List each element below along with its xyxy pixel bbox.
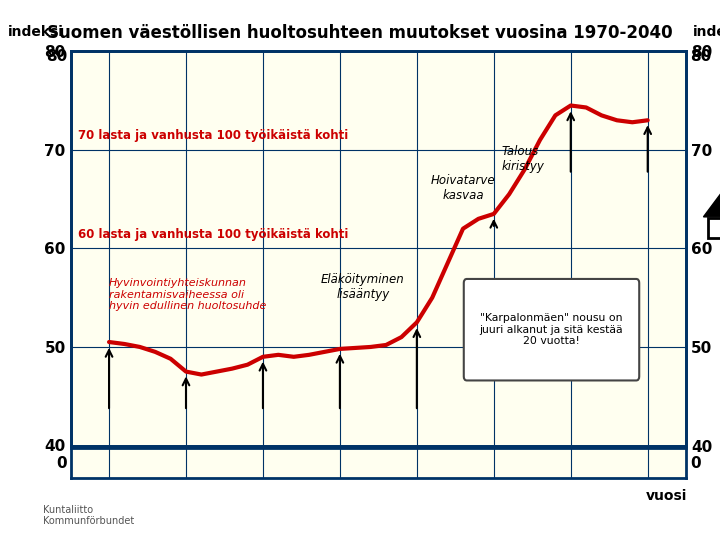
Text: vuosi: vuosi — [647, 489, 688, 503]
Text: Kuntaliitto
Kommunförbundet: Kuntaliitto Kommunförbundet — [43, 505, 135, 526]
Text: Suomen väestöllisen huoltosuhteen muutokset vuosina 1970-2040: Suomen väestöllisen huoltosuhteen muutok… — [48, 24, 672, 42]
Text: "Karpalonmäen" nousu on
juuri alkanut ja sitä kestää
20 vuotta!: "Karpalonmäen" nousu on juuri alkanut ja… — [480, 313, 624, 346]
Text: Eläköityminen
lisääntyy: Eläköityminen lisääntyy — [321, 273, 405, 301]
Text: Hoivatarve
kasvaa: Hoivatarve kasvaa — [431, 174, 495, 202]
Text: 80: 80 — [690, 49, 711, 64]
Text: indeksi: indeksi — [7, 25, 63, 39]
FancyBboxPatch shape — [464, 279, 639, 381]
Text: indeksi: indeksi — [693, 25, 720, 39]
Text: 70 lasta ja vanhusta 100 työikäistä kohti: 70 lasta ja vanhusta 100 työikäistä koht… — [78, 129, 348, 142]
Text: 60 lasta ja vanhusta 100 työikäistä kohti: 60 lasta ja vanhusta 100 työikäistä koht… — [78, 227, 348, 240]
Text: Hyvinvointiyhteiskunnan
rakentamisvaiheessa oli
hyvin edullinen huoltosuhde: Hyvinvointiyhteiskunnan rakentamisvaihee… — [109, 278, 266, 311]
Text: Talous
kiristyy: Talous kiristyy — [502, 145, 544, 173]
Text: 0: 0 — [690, 456, 701, 470]
Text: 80: 80 — [45, 49, 67, 64]
Text: 0: 0 — [56, 456, 67, 470]
